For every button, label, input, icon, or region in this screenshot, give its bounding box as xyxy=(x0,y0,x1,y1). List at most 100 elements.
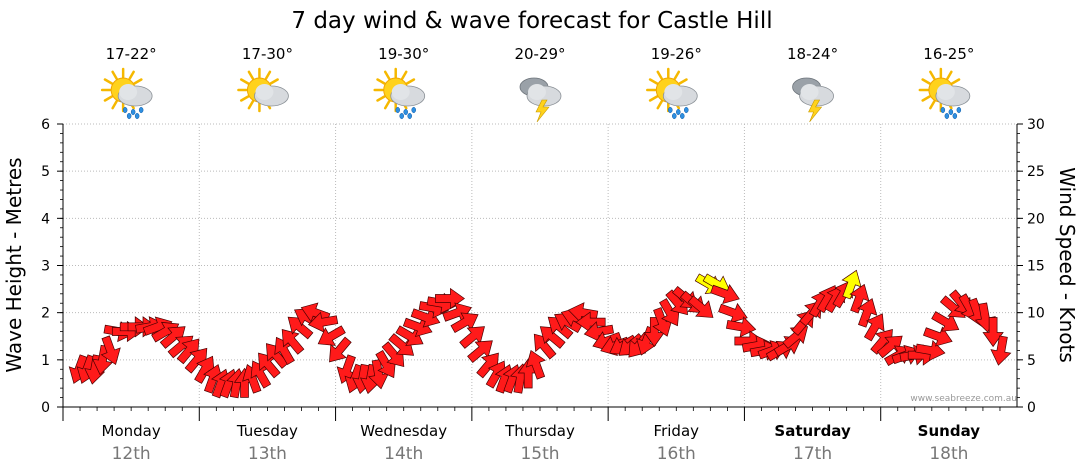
wind-arrow xyxy=(687,295,714,318)
sun-cloud-rain-icon xyxy=(646,67,698,120)
rain-drop xyxy=(130,108,136,116)
cloud-puff xyxy=(800,84,819,100)
sun-cloud-rain-icon xyxy=(918,67,971,120)
rain-drop xyxy=(395,106,400,114)
y-left-tick-label: 0 xyxy=(41,400,50,416)
rain-drop xyxy=(399,112,404,120)
day-date: 13th xyxy=(248,444,287,464)
day-headers: 17-22° Monday 12th 17-30° Tuesday 13th 19-30° W… xyxy=(100,45,981,464)
cloud-puff xyxy=(664,84,683,100)
y-left-tick-label: 2 xyxy=(41,306,50,322)
rain-drop xyxy=(122,106,128,114)
cloud-puff xyxy=(528,84,546,100)
sun-ray xyxy=(921,95,931,102)
sun-ray xyxy=(376,95,386,102)
sun-ray xyxy=(103,95,114,102)
y-axis-right-label: Wind Speed - Knots xyxy=(1055,167,1079,363)
sun-ray xyxy=(656,70,664,80)
rain-drop xyxy=(668,106,673,114)
sun-ray xyxy=(128,70,135,80)
sun-ray xyxy=(400,70,408,80)
axes: 0 1 2 3 4 5 6 0 5 10 15 20 25 30 xyxy=(41,117,1045,421)
sun-ray xyxy=(239,95,250,102)
rain-drop xyxy=(956,106,962,114)
rain-drop xyxy=(684,106,689,114)
storm-icon xyxy=(519,77,562,123)
y-right-tick-label: 20 xyxy=(1027,211,1045,227)
sun-ray xyxy=(383,100,391,110)
rain-drop xyxy=(407,112,412,120)
y-left-tick-label: 3 xyxy=(41,259,50,275)
wind-arrow xyxy=(982,317,1004,348)
y-right-tick-label: 15 xyxy=(1027,259,1045,275)
sun-ray xyxy=(929,100,936,110)
rain-drop xyxy=(403,108,408,116)
day-name: Monday xyxy=(102,422,161,440)
lightning-bolt xyxy=(535,99,550,123)
wind-arrow xyxy=(281,329,305,355)
rain-drop xyxy=(680,112,685,120)
sun-ray xyxy=(264,70,272,80)
rain-drop xyxy=(411,106,416,114)
sun-ray xyxy=(111,70,118,80)
sun-ray xyxy=(111,100,118,110)
wind-arrow xyxy=(782,326,809,349)
y-axis-left-label: Wave Height - Metres xyxy=(2,157,26,372)
day-temp-range: 19-26° xyxy=(651,45,702,63)
sun-ray xyxy=(247,100,255,110)
y-left-tick-label: 1 xyxy=(41,353,50,369)
sun-ray xyxy=(673,70,681,80)
sun-cloud-rain-icon xyxy=(373,67,426,120)
rain-drop xyxy=(944,112,950,120)
rain-drop xyxy=(948,108,954,116)
day-date: 17th xyxy=(793,444,832,464)
sun-ray xyxy=(678,78,688,85)
sun-ray xyxy=(383,70,391,80)
wind-arrow xyxy=(317,325,346,346)
wind-arrow xyxy=(923,326,953,347)
wind-arrow xyxy=(525,349,546,380)
sun-ray xyxy=(929,70,936,80)
day-name: Sunday xyxy=(918,422,981,440)
sun-ray xyxy=(247,70,255,80)
day-date: 12th xyxy=(112,444,151,464)
day-name: Thursday xyxy=(504,422,575,440)
day-temp-range: 19-30° xyxy=(378,45,429,63)
sun-ray xyxy=(946,70,953,80)
day-temp-range: 17-30° xyxy=(242,45,293,63)
sun-ray xyxy=(648,95,659,102)
sun-ray xyxy=(405,78,416,85)
wind-arrow xyxy=(841,269,862,300)
y-left-tick-label: 6 xyxy=(41,117,50,133)
rain-drop xyxy=(672,112,677,120)
day-temp-range: 17-22° xyxy=(106,45,157,63)
day-date: 16th xyxy=(657,444,696,464)
sun-ray xyxy=(376,78,386,85)
wind-arrow xyxy=(710,283,740,305)
lightning-bolt xyxy=(808,99,823,123)
y-right-tick-label: 30 xyxy=(1027,117,1045,133)
sun-cloud-icon xyxy=(237,67,289,113)
sun-ray xyxy=(133,78,143,85)
rain-drop xyxy=(126,112,132,120)
wind-arrow xyxy=(863,313,885,342)
cloud-puff xyxy=(119,84,138,100)
cloud-puff xyxy=(391,84,410,100)
wind-arrow xyxy=(857,298,878,328)
day-date: 15th xyxy=(520,444,559,464)
y-left-tick-label: 5 xyxy=(41,164,50,180)
wind-arrows xyxy=(68,269,1012,399)
day-date: 14th xyxy=(384,444,423,464)
wind-arrow xyxy=(726,316,757,338)
y-left-tick-label: 4 xyxy=(41,211,50,227)
day-temp-range: 18-24° xyxy=(787,45,838,63)
sun-ray xyxy=(950,78,961,85)
sun-ray xyxy=(269,78,279,85)
day-name: Friday xyxy=(654,422,700,440)
wind-arrow xyxy=(849,283,870,314)
y-right-tick-label: 0 xyxy=(1027,400,1036,416)
day-temp-range: 16-25° xyxy=(923,45,974,63)
wind-arrow xyxy=(100,335,121,366)
sun-ray xyxy=(648,78,659,85)
day-name: Wednesday xyxy=(360,422,447,440)
